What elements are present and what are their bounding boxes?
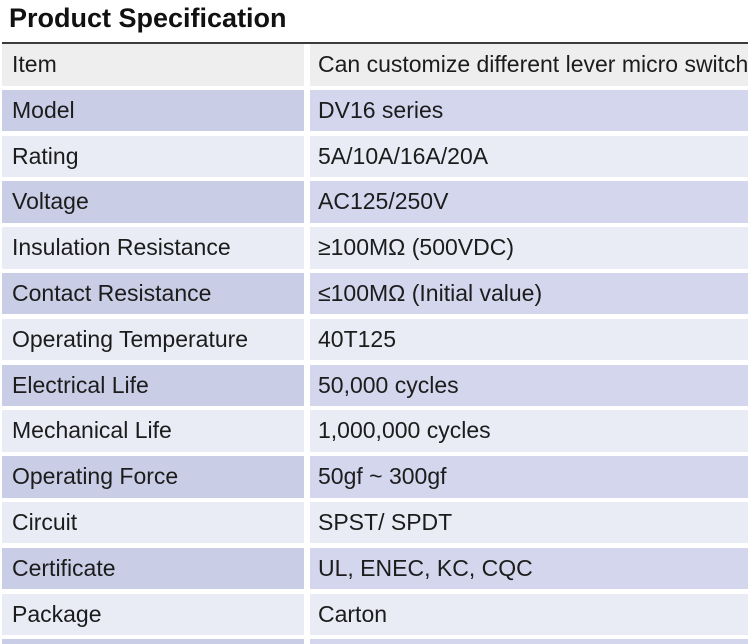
spec-value-cell: 40T125 [310,318,748,361]
spec-table-body: Item Can customize different lever micro … [2,44,748,644]
spec-value-cell: 50,000 cycles [310,364,748,407]
column-divider [304,181,310,223]
spec-row: Rating 5A/10A/16A/20A [2,135,748,178]
column-divider [304,89,310,132]
spec-row: Certificate UL, ENEC, KC, CQC [2,547,748,590]
spec-row: Item Can customize different lever micro … [2,44,748,86]
column-divider [304,639,310,644]
spec-value-cell: 50gf ~ 300gf [310,456,748,498]
spec-value-cell: AC125/250V [310,181,748,223]
spec-row: Operating Force 50gf ~ 300gf [2,456,748,498]
column-divider [304,456,310,498]
spec-label-cell: Circuit [2,501,304,544]
spec-label-cell: Insulation Resistance [2,227,304,269]
spec-value-cell: 5A/10A/16A/20A [310,135,748,178]
spec-row: Circuit SPST/ SPDT [2,501,748,544]
spec-label-cell: Item [2,44,304,86]
spec-row: Model DV16 series [2,89,748,132]
spec-row-partial [2,639,748,644]
spec-row: Electrical Life 50,000 cycles [2,364,748,407]
spec-value-cell: ≤100MΩ (Initial value) [310,272,748,315]
spec-table: Item Can customize different lever micro … [2,42,748,644]
column-divider [304,318,310,361]
column-divider [304,272,310,315]
spec-row: Mechanical Life 1,000,000 cycles [2,410,748,452]
spec-label-cell: Operating Force [2,456,304,498]
spec-row: Operating Temperature 40T125 [2,318,748,361]
spec-label-cell: Certificate [2,547,304,590]
column-divider [304,135,310,178]
column-divider [304,547,310,590]
spec-label-cell: Model [2,89,304,132]
spec-label-cell: Operating Temperature [2,318,304,361]
spec-value-cell: DV16 series [310,89,748,132]
spec-label-cell: Voltage [2,181,304,223]
column-divider [304,501,310,544]
spec-value-cell: UL, ENEC, KC, CQC [310,547,748,590]
spec-label-cell: Package [2,593,304,636]
spec-label-cell: Mechanical Life [2,410,304,452]
spec-value-cell: ≥100MΩ (500VDC) [310,227,748,269]
spec-label-cell: Contact Resistance [2,272,304,315]
spec-value-cell: Can customize different lever micro swit… [310,44,748,86]
page-title: Product Specification [9,3,287,33]
spec-label-cell: Electrical Life [2,364,304,407]
spec-row: Contact Resistance ≤100MΩ (Initial value) [2,272,748,315]
spec-row: Package Carton [2,593,748,636]
spec-value-cell: SPST/ SPDT [310,501,748,544]
column-divider [304,227,310,269]
spec-value-cell: 1,000,000 cycles [310,410,748,452]
spec-value-cell [310,639,748,644]
spec-label-cell: Rating [2,135,304,178]
column-divider [304,44,310,86]
spec-row: Voltage AC125/250V [2,181,748,223]
spec-label-cell [2,639,304,644]
column-divider [304,410,310,452]
spec-value-cell: Carton [310,593,748,636]
column-divider [304,593,310,636]
column-divider [304,364,310,407]
spec-row: Insulation Resistance ≥100MΩ (500VDC) [2,227,748,269]
